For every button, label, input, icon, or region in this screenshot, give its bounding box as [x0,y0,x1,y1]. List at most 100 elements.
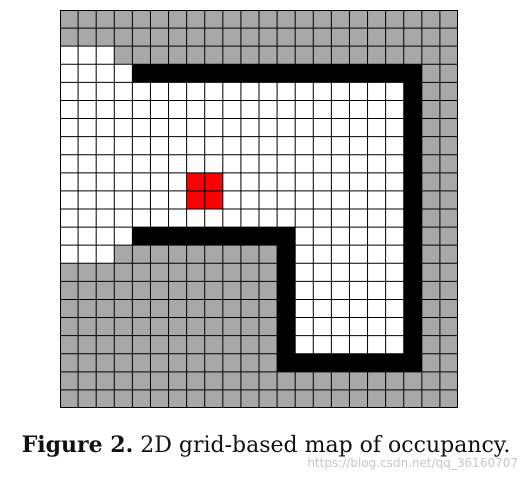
unknown-cell [150,335,169,354]
occupied-cell [277,281,296,300]
unknown-cell [222,299,241,318]
free-cell [168,136,187,155]
free-cell [295,281,314,300]
unknown-cell [186,335,205,354]
free-cell [150,136,169,155]
unknown-cell [277,28,296,47]
free-cell [186,118,205,137]
unknown-cell [439,46,458,65]
unknown-cell [78,389,97,408]
free-cell [78,172,97,191]
unknown-cell [168,317,187,336]
unknown-cell [78,317,97,336]
unknown-cell [78,353,97,372]
unknown-cell [186,299,205,318]
figure-caption: Figure 2. 2D grid-based map of occupancy… [0,432,532,458]
unknown-cell [240,28,259,47]
unknown-cell [204,353,223,372]
unknown-cell [168,353,187,372]
unknown-cell [259,281,278,300]
unknown-cell [150,28,169,47]
occupied-cell [277,245,296,264]
unknown-cell [313,371,332,390]
unknown-cell [313,389,332,408]
unknown-cell [60,353,79,372]
unknown-cell [168,263,187,282]
free-cell [349,263,368,282]
unknown-cell [96,335,115,354]
free-cell [222,118,241,137]
robot-cell [204,190,223,209]
free-cell [349,82,368,101]
free-cell [132,136,151,155]
occupied-cell [222,227,241,246]
free-cell [60,245,79,264]
occupied-cell [403,82,422,101]
unknown-cell [439,172,458,191]
occupied-cell [403,209,422,228]
unknown-cell [421,10,440,29]
unknown-cell [168,245,187,264]
unknown-cell [96,299,115,318]
free-cell [295,299,314,318]
unknown-cell [186,389,205,408]
free-cell [349,118,368,137]
free-cell [240,136,259,155]
unknown-cell [295,10,314,29]
free-cell [96,64,115,83]
unknown-cell [222,245,241,264]
unknown-cell [403,28,422,47]
free-cell [240,190,259,209]
unknown-cell [421,154,440,173]
free-cell [367,227,386,246]
free-cell [313,136,332,155]
unknown-cell [204,371,223,390]
unknown-cell [204,245,223,264]
occupied-cell [295,353,314,372]
free-cell [295,100,314,119]
unknown-cell [168,46,187,65]
occupied-cell [349,353,368,372]
unknown-cell [421,118,440,137]
free-cell [313,227,332,246]
unknown-cell [439,389,458,408]
unknown-cell [403,46,422,65]
free-cell [349,209,368,228]
free-cell [150,209,169,228]
unknown-cell [222,46,241,65]
free-cell [168,154,187,173]
free-cell [349,227,368,246]
occupied-cell [259,227,278,246]
free-cell [78,82,97,101]
free-cell [313,82,332,101]
unknown-cell [240,299,259,318]
unknown-cell [403,389,422,408]
unknown-cell [259,371,278,390]
free-cell [367,317,386,336]
unknown-cell [439,281,458,300]
unknown-cell [295,371,314,390]
unknown-cell [421,353,440,372]
free-cell [60,190,79,209]
unknown-cell [403,10,422,29]
occupied-cell [331,64,350,83]
free-cell [132,82,151,101]
free-cell [277,136,296,155]
free-cell [240,154,259,173]
free-cell [150,82,169,101]
unknown-cell [367,46,386,65]
unknown-cell [204,10,223,29]
free-cell [385,118,404,137]
unknown-cell [222,389,241,408]
free-cell [222,190,241,209]
free-cell [331,118,350,137]
free-cell [168,172,187,191]
unknown-cell [150,281,169,300]
unknown-cell [240,335,259,354]
occupied-cell [277,263,296,282]
free-cell [60,136,79,155]
unknown-cell [150,389,169,408]
free-cell [114,100,133,119]
unknown-cell [204,263,223,282]
free-cell [349,281,368,300]
